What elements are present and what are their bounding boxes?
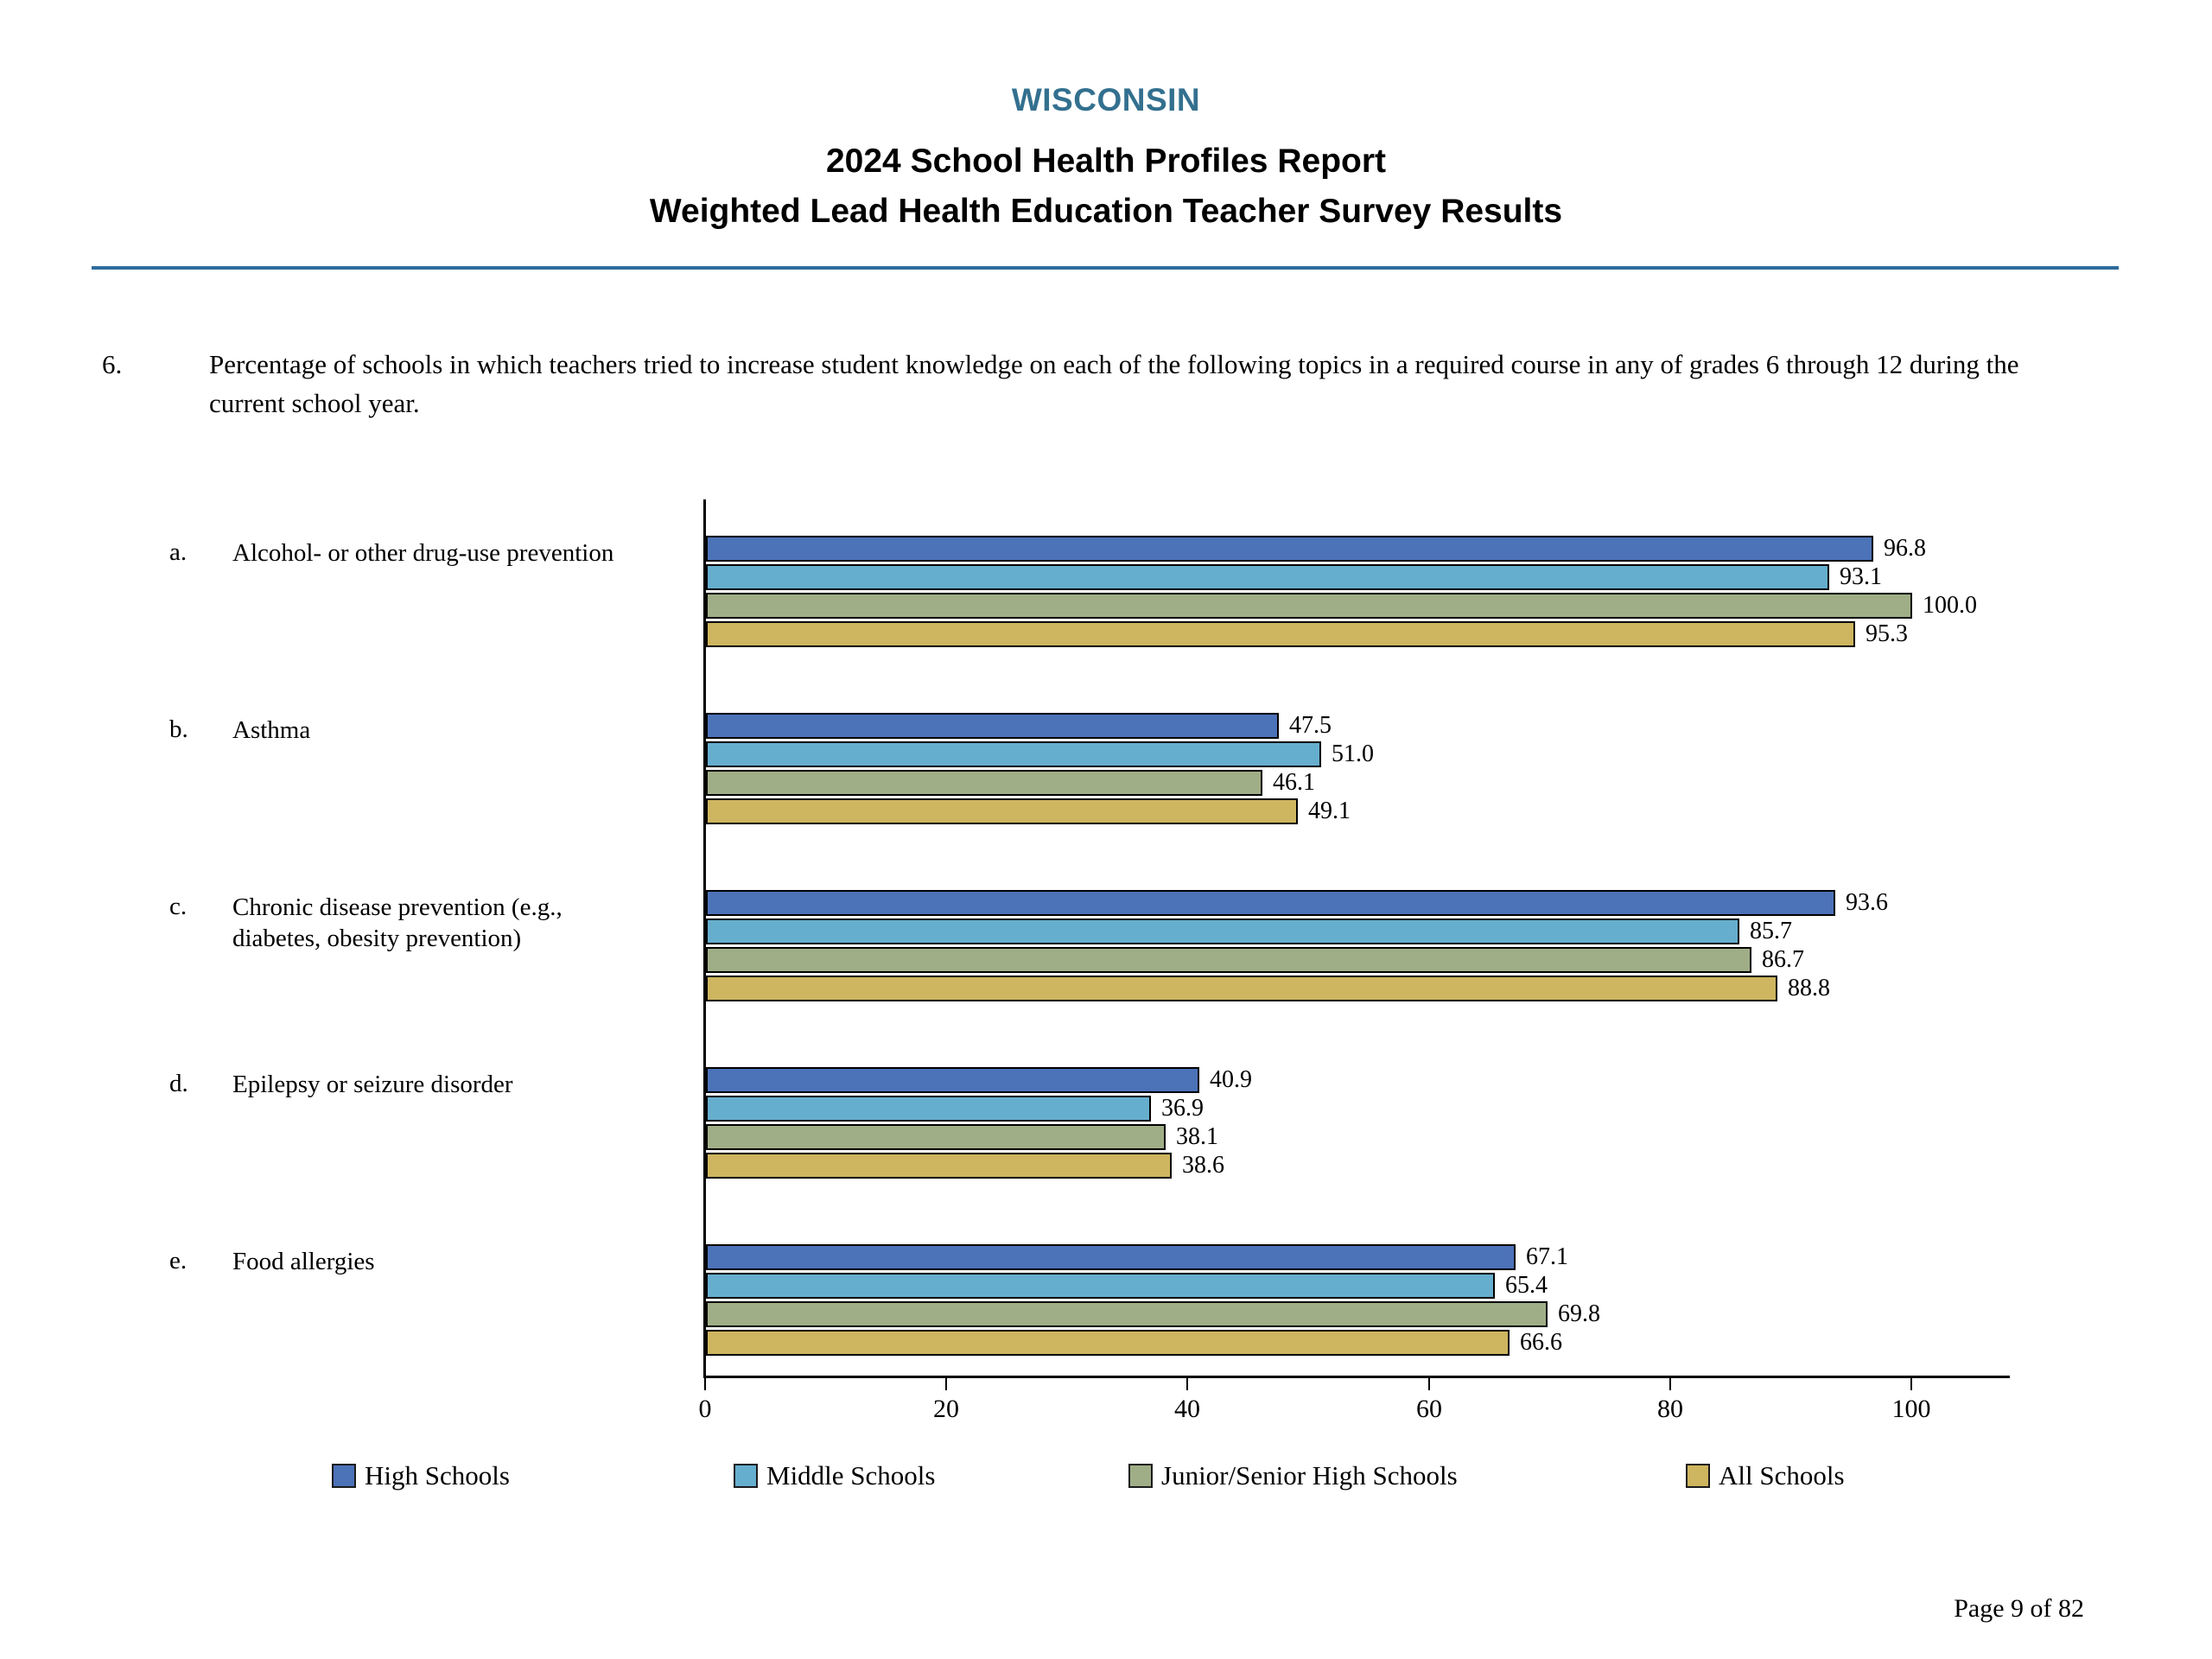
legend-label: Junior/Senior High Schools: [1161, 1460, 1458, 1491]
bar: [706, 1330, 1510, 1356]
bar: [706, 1124, 1166, 1150]
bar-value-label: 38.6: [1182, 1152, 1224, 1179]
legend-marker: [332, 1463, 356, 1488]
report-header: WISCONSIN 2024 School Health Profiles Re…: [0, 82, 2212, 231]
bar-value-label: 86.7: [1762, 946, 1804, 973]
bar: [706, 713, 1279, 739]
category-label: Epilepsy or seizure disorder: [232, 1071, 513, 1098]
legend-item: High Schools: [332, 1462, 510, 1489]
bar-value-label: 95.3: [1866, 620, 1908, 647]
category-letter: c.: [169, 893, 188, 920]
x-axis-tick: [1669, 1378, 1671, 1390]
x-axis-line: [703, 1376, 2010, 1378]
bar-value-label: 93.6: [1846, 889, 1888, 916]
x-axis-tick: [1186, 1378, 1188, 1390]
legend-marker: [1128, 1463, 1153, 1488]
page-number: Page 9 of 82: [1954, 1594, 2084, 1623]
question-block: 6. Percentage of schools in which teache…: [102, 346, 2037, 423]
legend-label: All Schools: [1719, 1460, 1845, 1491]
category-label: Chronic disease prevention (e.g., diabet…: [232, 893, 563, 952]
bar: [706, 1067, 1199, 1093]
bar-value-label: 85.7: [1750, 918, 1792, 944]
bar-value-label: 69.8: [1558, 1300, 1600, 1327]
bar-value-label: 67.1: [1526, 1243, 1568, 1270]
bar: [706, 1273, 1495, 1299]
bar-value-label: 38.1: [1176, 1123, 1218, 1150]
bar: [706, 947, 1751, 973]
x-axis-tick-label: 0: [698, 1395, 712, 1423]
bar: [706, 890, 1835, 916]
bar-value-label: 36.9: [1161, 1095, 1204, 1122]
bar: [706, 621, 1855, 647]
bar-value-label: 100.0: [1923, 592, 1977, 619]
bar-value-label: 46.1: [1273, 769, 1315, 796]
bar: [706, 976, 1777, 1001]
bar: [706, 593, 1912, 619]
legend-label: Middle Schools: [766, 1460, 936, 1491]
x-axis-tick-label: 80: [1657, 1395, 1683, 1423]
bar-value-label: 93.1: [1840, 563, 1882, 590]
x-axis-tick-label: 20: [933, 1395, 959, 1423]
question-text: Percentage of schools in which teachers …: [209, 349, 2019, 418]
x-axis-tick: [945, 1378, 947, 1390]
bar: [706, 564, 1829, 590]
x-axis-tick: [1428, 1378, 1430, 1390]
x-axis-tick: [1910, 1378, 1912, 1390]
x-axis-tick-label: 40: [1174, 1395, 1200, 1423]
bar: [706, 798, 1298, 824]
bar-value-label: 88.8: [1788, 975, 1830, 1001]
bar: [706, 1153, 1172, 1179]
bar: [706, 1244, 1516, 1270]
category-letter: e.: [169, 1247, 188, 1274]
bar-value-label: 49.1: [1308, 798, 1351, 824]
category-letter: d.: [169, 1070, 188, 1097]
state-title: WISCONSIN: [1011, 82, 1201, 118]
header-divider: [92, 266, 2119, 270]
bar-value-label: 51.0: [1332, 741, 1374, 767]
x-axis-tick: [704, 1378, 706, 1390]
legend-label: High Schools: [365, 1460, 510, 1491]
category-letter: a.: [169, 538, 188, 566]
legend-item: Junior/Senior High Schools: [1128, 1462, 1458, 1489]
question-number: 6.: [102, 349, 123, 379]
bar: [706, 741, 1321, 767]
bar: [706, 1301, 1548, 1327]
bar: [706, 918, 1739, 944]
report-title: 2024 School Health Profiles Report: [825, 143, 1386, 180]
bar-value-label: 40.9: [1210, 1066, 1252, 1093]
category-label: Alcohol- or other drug-use prevention: [232, 539, 614, 567]
legend-item: Middle Schools: [734, 1462, 935, 1489]
bar-value-label: 66.6: [1520, 1329, 1562, 1356]
legend-item: All Schools: [1686, 1462, 1845, 1489]
category-letter: b.: [169, 715, 188, 743]
bar: [706, 536, 1873, 562]
bar-value-label: 65.4: [1505, 1272, 1548, 1299]
bar: [706, 770, 1262, 796]
bar-value-label: 96.8: [1884, 535, 1926, 562]
x-axis-tick-label: 100: [1891, 1395, 1931, 1423]
y-axis-line: [703, 499, 706, 1378]
category-label: Asthma: [232, 716, 311, 744]
category-label: Food allergies: [232, 1248, 375, 1275]
legend-marker: [1686, 1463, 1710, 1488]
report-subtitle: Weighted Lead Health Education Teacher S…: [649, 193, 1563, 230]
bar-value-label: 47.5: [1289, 712, 1332, 739]
bar: [706, 1096, 1151, 1122]
legend-marker: [734, 1463, 758, 1488]
x-axis-tick-label: 60: [1416, 1395, 1442, 1423]
